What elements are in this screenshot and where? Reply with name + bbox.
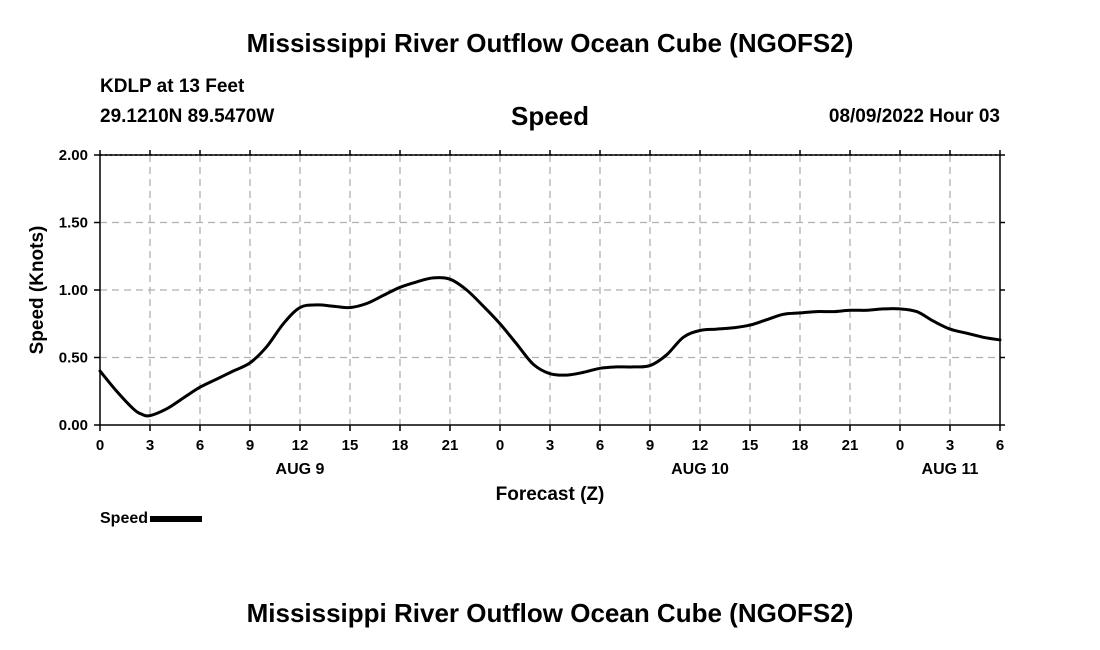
x-tick-label: 12 bbox=[692, 437, 709, 454]
speed-chart: 0 3 6 9 12 15 18 21 0 3 6 9 12 15 18 21 0 3 6 0.00 0.50 1.00 1… bbox=[27, 147, 1005, 505]
x-tick-label: 9 bbox=[646, 437, 654, 454]
x-tick-label: 3 bbox=[546, 437, 554, 454]
forecast-datetime: 08/09/2022 Hour 03 bbox=[828, 106, 1000, 127]
axis-labels: 0 3 6 9 12 15 18 21 0 3 6 9 12 15 18 21 0 3 6 0.00 0.50 1.00 1… bbox=[59, 147, 1004, 478]
y-tick-label: 2.00 bbox=[59, 147, 88, 164]
speed-series-line bbox=[98, 276, 1002, 418]
x-tick-label: 0 bbox=[496, 437, 504, 454]
footer-title: Mississippi River Outflow Ocean Cube (NG… bbox=[246, 598, 854, 628]
x-tick-label: 3 bbox=[146, 437, 154, 454]
x-tick-label: 15 bbox=[742, 437, 759, 454]
x-tick-label: 6 bbox=[596, 437, 604, 454]
x-tick-label: 15 bbox=[342, 437, 359, 454]
y-axis-label: Speed (Knots) bbox=[27, 226, 48, 355]
x-tick-label: 6 bbox=[996, 437, 1004, 454]
station-label: KDLP at 13 Feet bbox=[100, 76, 245, 97]
y-tick-label: 0.50 bbox=[59, 350, 88, 367]
x-tick-label: 18 bbox=[792, 437, 809, 454]
y-tick-label: 0.00 bbox=[59, 417, 88, 434]
legend-label: Speed bbox=[100, 510, 149, 527]
x-tick-label: 18 bbox=[392, 437, 409, 454]
x-tick-label: 3 bbox=[946, 437, 954, 454]
grid bbox=[100, 155, 1000, 425]
x-tick-label: 21 bbox=[442, 437, 459, 454]
y-tick-label: 1.50 bbox=[59, 215, 88, 232]
day-label: AUG 9 bbox=[276, 461, 325, 478]
x-tick-label: 0 bbox=[96, 437, 104, 454]
day-label: AUG 11 bbox=[922, 461, 979, 478]
day-label: AUG 10 bbox=[671, 461, 729, 478]
x-tick-label: 12 bbox=[292, 437, 309, 454]
station-coordinates: 29.1210N 89.5470W bbox=[100, 106, 275, 127]
x-tick-label: 0 bbox=[896, 437, 904, 454]
ticks bbox=[94, 150, 1005, 431]
x-tick-label: 6 bbox=[196, 437, 204, 454]
legend: Speed bbox=[100, 510, 203, 528]
chart-title: Speed bbox=[510, 101, 590, 131]
legend-swatch bbox=[150, 515, 203, 522]
x-tick-label: 21 bbox=[842, 437, 859, 454]
x-axis-label: Forecast (Z) bbox=[496, 484, 605, 505]
main-title: Mississippi River Outflow Ocean Cube (NG… bbox=[246, 28, 854, 58]
x-tick-label: 9 bbox=[246, 437, 254, 454]
y-tick-label: 1.00 bbox=[59, 282, 88, 299]
